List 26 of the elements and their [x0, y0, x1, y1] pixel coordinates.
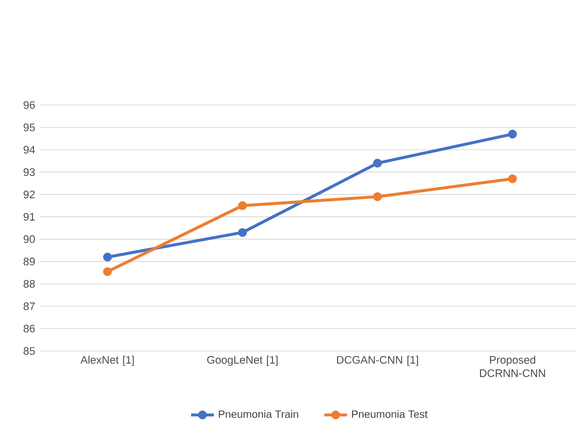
x-tick-label: AlexNet [1]: [80, 356, 134, 366]
y-tick-label: 92: [24, 190, 35, 198]
y-tick-label: 86: [24, 324, 35, 332]
legend-label: Pneumonia Train: [218, 410, 298, 418]
point: [508, 130, 517, 138]
point: [238, 228, 247, 237]
legend-label: Pneumonia Test: [352, 410, 428, 418]
x-tick-label: DCGAN-CNN [1]: [337, 356, 418, 366]
y-tick-label: 93: [24, 168, 35, 176]
point: [373, 192, 382, 202]
y-tick-label: 89: [24, 258, 35, 266]
y-tick-label: 90: [24, 235, 35, 244]
x-tick-label: Proposed DCRNN-CNN: [480, 356, 545, 378]
point: [103, 267, 112, 276]
y-tick-label: 95: [24, 123, 35, 132]
y-tick-label: 94: [24, 146, 35, 154]
y-tick-label: 88: [24, 280, 35, 288]
point: [238, 201, 247, 210]
point: [103, 252, 112, 262]
x-tick-label: GoogLeNet [1]: [207, 356, 278, 366]
point: [373, 158, 382, 168]
y-tick-label: 87: [24, 302, 35, 310]
y-tick-label: 85: [24, 347, 35, 355]
y-tick-label: 91: [24, 212, 35, 221]
y-tick-label: 96: [24, 101, 35, 109]
point: [508, 174, 517, 184]
